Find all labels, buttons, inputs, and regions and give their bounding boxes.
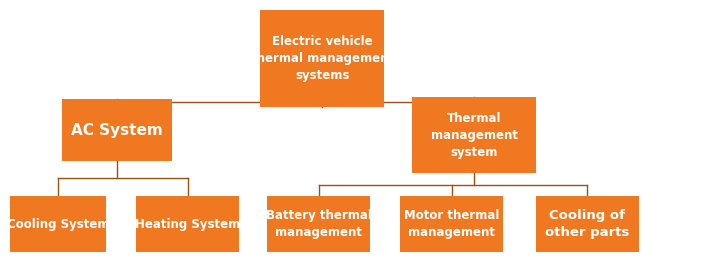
FancyBboxPatch shape (136, 196, 239, 252)
Text: AC System: AC System (71, 122, 162, 138)
Text: Electric vehicle
thermal management
systems: Electric vehicle thermal management syst… (251, 35, 393, 82)
Text: Cooling of
other parts: Cooling of other parts (545, 209, 630, 239)
Text: Heating System: Heating System (135, 218, 240, 231)
Text: Thermal
management
system: Thermal management system (431, 112, 518, 159)
FancyBboxPatch shape (412, 97, 536, 173)
FancyBboxPatch shape (400, 196, 503, 252)
FancyBboxPatch shape (260, 10, 384, 107)
FancyBboxPatch shape (536, 196, 639, 252)
FancyBboxPatch shape (10, 196, 106, 252)
Text: Cooling System: Cooling System (7, 218, 110, 231)
FancyBboxPatch shape (62, 99, 172, 161)
Text: Motor thermal
management: Motor thermal management (404, 209, 499, 239)
Text: Battery thermal
management: Battery thermal management (266, 209, 372, 239)
FancyBboxPatch shape (267, 196, 370, 252)
